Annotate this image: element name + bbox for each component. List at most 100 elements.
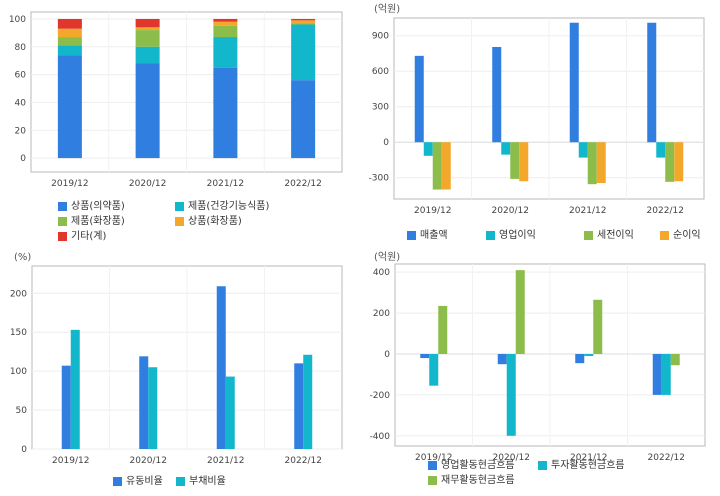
bar-영업이익 (501, 142, 511, 155)
y-tick-label: 0 (384, 350, 390, 360)
unit-label: (%) (14, 252, 31, 263)
legend-label: 영업이익 (499, 230, 536, 241)
y-tick-label: 100 (9, 15, 26, 25)
legend-swatch (58, 232, 67, 241)
bar-상품(의약품) (291, 80, 316, 159)
bar-제품(화장품) (57, 37, 82, 46)
x-tick-label: 2021/12 (569, 206, 606, 216)
legend-swatch (428, 476, 437, 485)
income-chart: -300 0 300 600 900 2019/12 2020/12 2021/12 2022/… (369, 3, 705, 216)
unit-label: (억원) (374, 251, 400, 263)
x-tick-label: 2020/12 (130, 456, 167, 466)
bar-세전이익 (510, 142, 520, 179)
y-tick-label: 150 (10, 328, 27, 338)
bar-유동비율 (61, 365, 71, 449)
legend-label: 제품(건강기능식품) (188, 201, 270, 212)
x-tick-label: 2022/12 (284, 179, 321, 189)
bar-부채비율 (148, 367, 158, 449)
legend-item: 영업이익 (486, 228, 536, 243)
bar-세전이익 (665, 142, 675, 182)
x-tick-label: 2022/12 (285, 456, 322, 466)
bar-유동비율 (294, 363, 304, 449)
ratio-chart: 0 50 100 150 200 2019/12 2020/12 2021/12 2022/12… (10, 252, 343, 466)
product-mix-chart-panel: 0 20 40 60 80 100 2019/12 2020/12 2021/12 2022/12… (0, 0, 360, 248)
bar-제품(화장품) (291, 23, 316, 25)
bar-기타(계) (291, 18, 316, 21)
bar-상품(화장품) (213, 21, 238, 26)
bar-유동비율 (139, 356, 149, 449)
legend-swatch (407, 231, 416, 240)
legend-swatch (58, 202, 67, 211)
bar-매출액 (414, 55, 424, 143)
x-tick-label: 2021/12 (207, 456, 244, 466)
legend-item: 기타(계) (58, 229, 106, 244)
ratio-chart-panel: 0 50 100 150 200 2019/12 2020/12 2021/12 2022/12… (0, 248, 360, 496)
legend-label: 부채비율 (189, 476, 226, 487)
x-tick-label: 2019/12 (414, 206, 451, 216)
cashflow-chart: -400 -200 0 200 400 2019/12 2020/12 2021/12 2022… (370, 251, 706, 463)
bar-제품(화장품) (135, 30, 160, 47)
legend-label: 영업활동현금흐름 (441, 460, 515, 471)
legend-item: 유동비율 (113, 474, 163, 489)
y-tick-label: 50 (16, 406, 28, 416)
bar-순이익 (519, 142, 529, 182)
legend-label: 순이익 (673, 230, 701, 241)
legend-swatch (175, 202, 184, 211)
bar-매출액 (569, 22, 579, 143)
bar-투자활동현금흐름 (661, 353, 671, 395)
y-tick-label: 600 (372, 67, 389, 77)
x-tick-label: 2020/12 (492, 206, 529, 216)
bar-기타(계) (213, 18, 238, 22)
x-tick-label: 2019/12 (51, 179, 88, 189)
legend-item: 매출액 (407, 228, 448, 243)
y-tick-label: 60 (15, 71, 27, 81)
bar-제품(건강기능식품) (291, 24, 316, 81)
x-tick-label: 2021/12 (207, 179, 244, 189)
bar-상품(화장품) (135, 27, 160, 31)
bar-순이익 (441, 142, 451, 190)
legend-label: 유동비율 (126, 476, 163, 487)
y-tick-label: 900 (372, 32, 389, 42)
x-tick-label: 2019/12 (52, 456, 89, 466)
bar-순이익 (674, 142, 684, 182)
bar-영업활동현금흐름 (652, 353, 662, 395)
legend-swatch (58, 217, 67, 226)
legend-item: 상품(화장품) (175, 214, 242, 229)
y-tick-label: 0 (21, 445, 27, 455)
legend-swatch (486, 231, 495, 240)
bar-상품(의약품) (135, 63, 160, 159)
bar-상품(화장품) (291, 20, 316, 24)
y-tick-label: 0 (20, 154, 26, 164)
bar-제품(건강기능식품) (213, 37, 238, 68)
legend-item: 재무활동현금흐름 (428, 473, 515, 488)
legend-item: 제품(건강기능식품) (175, 199, 269, 214)
legend-label: 투자활동현금흐름 (551, 460, 625, 471)
y-tick-label: -300 (369, 174, 390, 184)
bar-재무활동현금흐름 (515, 270, 525, 354)
legend-item: 부채비율 (176, 474, 226, 489)
bar-영업활동현금흐름 (497, 353, 507, 365)
bar-제품(화장품) (213, 25, 238, 38)
x-tick-label: 2020/12 (493, 453, 530, 463)
bar-투자활동현금흐름 (429, 353, 439, 386)
bar-영업활동현금흐름 (575, 353, 585, 364)
bar-기타(계) (57, 18, 82, 29)
y-tick-label: 80 (15, 43, 27, 53)
bar-영업활동현금흐름 (420, 353, 430, 359)
legend-label: 제품(화장품) (71, 216, 125, 227)
legend-swatch (428, 461, 437, 470)
bar-영업이익 (656, 142, 666, 158)
x-tick-label: 2021/12 (570, 453, 607, 463)
y-tick-label: -400 (370, 432, 391, 442)
bar-상품(의약품) (213, 67, 238, 159)
income-chart-panel: -300 0 300 600 900 2019/12 2020/12 2021/12 2022/… (360, 0, 720, 248)
legend-label: 세전이익 (597, 230, 634, 241)
x-tick-label: 2022/12 (648, 453, 685, 463)
legend-label: 상품(의약품) (71, 201, 125, 212)
legend-swatch (113, 477, 122, 486)
y-tick-label: -200 (370, 391, 391, 401)
legend-item: 영업활동현금흐름 (428, 458, 515, 473)
x-tick-label: 2022/12 (647, 206, 684, 216)
legend-item: 투자활동현금흐름 (538, 458, 625, 473)
legend-label: 매출액 (420, 230, 448, 241)
